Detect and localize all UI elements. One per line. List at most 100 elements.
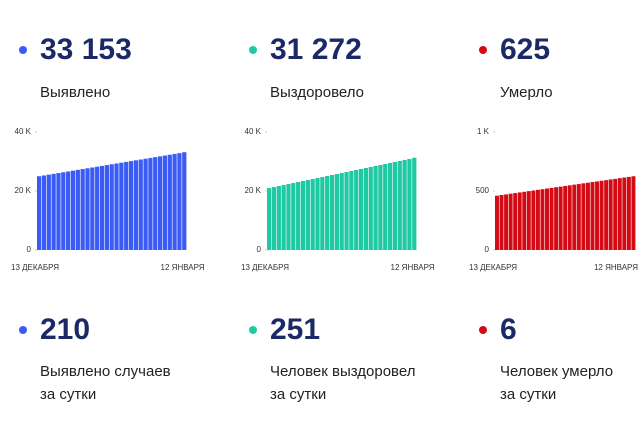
- status-dot: [479, 46, 487, 54]
- status-dot: [249, 326, 257, 334]
- bar: [590, 182, 595, 250]
- bar: [368, 166, 373, 250]
- bar: [526, 191, 531, 250]
- y-tick-label: 0: [257, 245, 262, 254]
- bar: [373, 165, 378, 250]
- bar: [540, 189, 545, 250]
- bar: [595, 181, 600, 250]
- bar: [363, 167, 369, 250]
- bar: [124, 161, 129, 250]
- x-tick-label: 12 ЯНВАРЯ: [594, 263, 638, 272]
- bar: [119, 162, 124, 250]
- bar: [392, 161, 398, 250]
- bar: [339, 173, 344, 250]
- daily-label: за сутки: [40, 386, 96, 403]
- bar: [325, 176, 330, 250]
- bar: [531, 190, 536, 250]
- bar: [167, 154, 172, 250]
- bar: [70, 170, 76, 250]
- bar: [329, 175, 335, 250]
- bar: [334, 174, 339, 250]
- bar: [143, 158, 148, 250]
- bar: [286, 184, 291, 250]
- bar: [608, 179, 613, 250]
- bar: [581, 183, 586, 250]
- y-tick-label: 0: [27, 245, 32, 254]
- bar: [554, 187, 559, 250]
- bar: [617, 178, 622, 250]
- bar: [378, 164, 383, 250]
- status-dot: [19, 46, 27, 54]
- status-dot: [479, 326, 487, 334]
- bar: [354, 169, 359, 250]
- bar: [109, 164, 114, 250]
- bar: [267, 188, 272, 250]
- bar: [626, 176, 631, 250]
- daily-value: 6: [500, 313, 517, 346]
- bar: [402, 159, 407, 250]
- bar: [37, 176, 42, 250]
- total-label: Выздоровело: [270, 84, 364, 101]
- bar: [320, 177, 325, 250]
- bar: [604, 180, 609, 250]
- bar: [153, 157, 158, 250]
- bar: [85, 168, 90, 250]
- bar: [549, 187, 554, 250]
- daily-value: 251: [270, 313, 320, 346]
- bar: [545, 188, 549, 250]
- bar: [276, 186, 281, 250]
- x-tick-label: 13 ДЕКАБРЯ: [469, 263, 517, 272]
- bar: [499, 195, 504, 250]
- bar: [558, 186, 563, 250]
- bar: [56, 173, 61, 250]
- x-tick-label: 12 ЯНВАРЯ: [161, 263, 205, 272]
- bar: [104, 165, 109, 250]
- bar: [344, 172, 349, 250]
- total-label: Выявлено: [40, 84, 110, 101]
- x-tick-label: 12 ЯНВАРЯ: [391, 263, 435, 272]
- bar: [133, 160, 139, 250]
- bar: [349, 170, 354, 250]
- bar: [522, 191, 527, 250]
- daily-label: Выявлено случаев: [40, 363, 171, 380]
- bar: [148, 157, 153, 250]
- bar: [172, 153, 177, 250]
- bar: [46, 174, 51, 250]
- bar: [599, 180, 604, 250]
- bar: [310, 179, 315, 250]
- y-tick-label: 0: [485, 245, 490, 254]
- y-tick-label: 20 K: [245, 186, 262, 195]
- bar: [66, 171, 71, 250]
- bar: [358, 168, 364, 250]
- x-tick-label: 13 ДЕКАБРЯ: [241, 263, 289, 272]
- total-label: Умерло: [500, 84, 553, 101]
- bar: [61, 172, 66, 250]
- daily-label: за сутки: [270, 386, 326, 403]
- bar: [128, 161, 134, 250]
- total-value: 31 272: [270, 33, 362, 66]
- bar: [622, 177, 627, 250]
- bar: [90, 167, 95, 250]
- bar: [114, 163, 119, 250]
- bar: [407, 158, 412, 250]
- bar: [315, 178, 320, 250]
- bar: [412, 157, 417, 250]
- bar: [271, 187, 277, 250]
- bar: [397, 160, 402, 250]
- total-value: 625: [500, 33, 550, 66]
- bar: [631, 176, 636, 250]
- y-tick-label: 500: [476, 186, 490, 195]
- status-dot: [19, 326, 27, 334]
- y-tick-label: 20 K: [15, 186, 32, 195]
- bar: [585, 182, 590, 250]
- bar: [80, 169, 85, 250]
- bar: [157, 156, 163, 250]
- bar: [576, 184, 581, 250]
- daily-label: Человек умерло: [500, 363, 613, 380]
- y-tick-label: 1 K: [477, 127, 490, 136]
- bar: [162, 155, 168, 250]
- bar: [138, 159, 143, 250]
- daily-label: Человек выздоровел: [270, 363, 415, 380]
- bar: [504, 194, 509, 250]
